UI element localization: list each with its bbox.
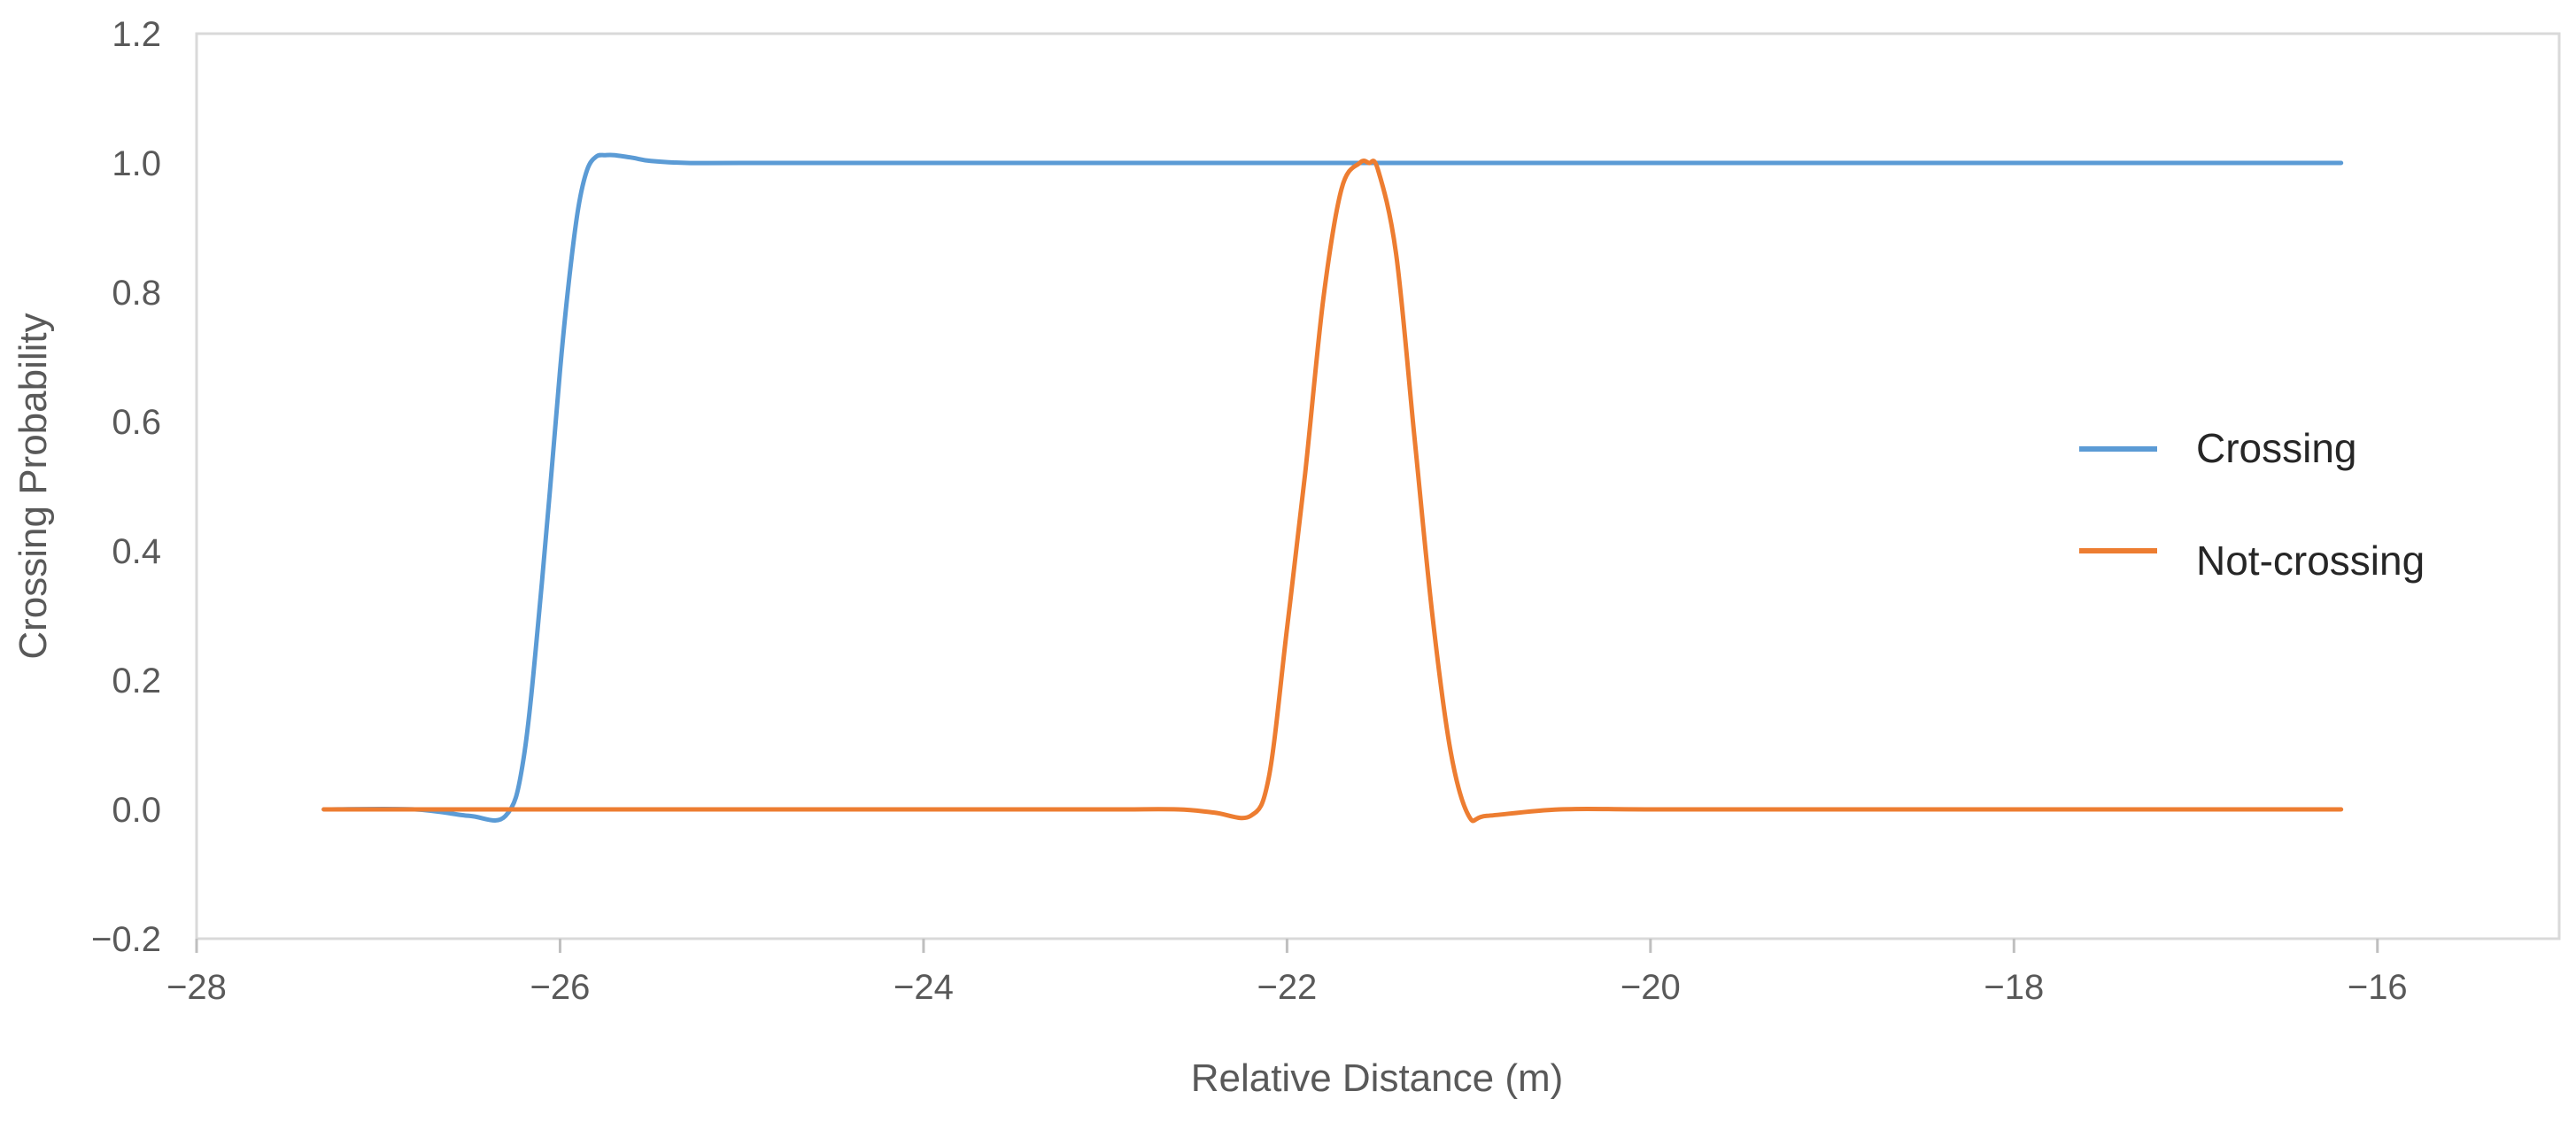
y-tick-label: 1.2 — [112, 15, 161, 54]
y-tick-label: −0.2 — [91, 920, 161, 959]
series-line-not-crossing — [321, 159, 2344, 824]
x-tick-label: −26 — [530, 968, 591, 1007]
y-tick-label: 0.0 — [112, 791, 161, 830]
legend-label-crossing: Crossing — [2196, 425, 2357, 471]
y-tick-label: 1.0 — [112, 144, 161, 183]
x-tick-label: −20 — [1621, 968, 1681, 1007]
series-lines — [321, 152, 2344, 824]
legend-label-not-crossing: Not-crossing — [2196, 538, 2425, 584]
plot-area — [195, 32, 2561, 940]
y-axis-title: Crossing Probability — [12, 313, 55, 659]
x-tick-label: −16 — [2348, 968, 2408, 1007]
x-tick-labels: −28 −26 −24 −22 −20 −18 −16 — [166, 968, 2408, 1007]
x-tick-marks — [195, 939, 2379, 953]
y-tick-labels: −0.2 0.0 0.2 0.4 0.6 0.8 1.0 1.2 — [91, 15, 161, 959]
x-tick-label: −18 — [1984, 968, 2044, 1007]
x-tick-label: −28 — [166, 968, 227, 1007]
series-line-crossing — [321, 152, 2344, 823]
y-tick-label: 0.6 — [112, 403, 161, 442]
x-tick-label: −24 — [893, 968, 954, 1007]
y-tick-label: 0.2 — [112, 662, 161, 700]
legend: Crossing Not-crossing — [2079, 425, 2425, 584]
y-tick-label: 0.8 — [112, 274, 161, 313]
x-axis-title: Relative Distance (m) — [1191, 1056, 1564, 1100]
y-tick-label: 0.4 — [112, 532, 161, 571]
x-tick-label: −22 — [1257, 968, 1317, 1007]
